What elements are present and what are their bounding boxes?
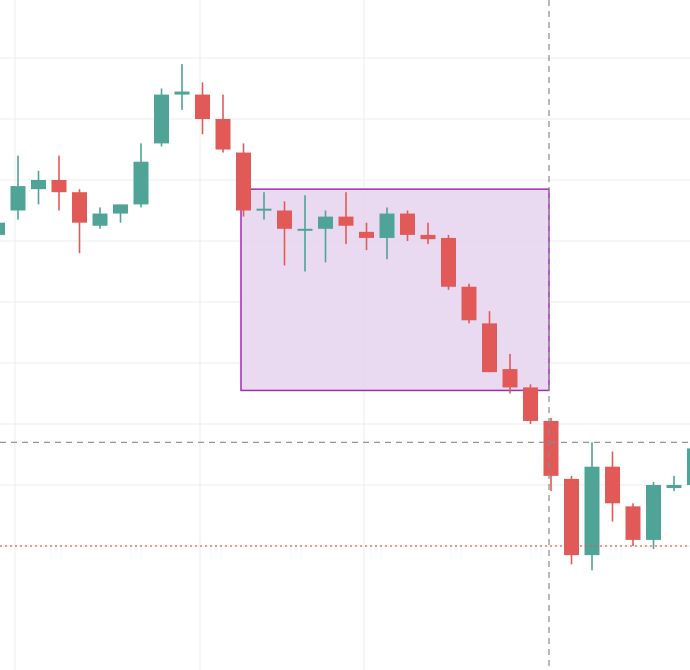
highlight-rectangle — [240, 188, 550, 392]
candle — [502, 353, 518, 394]
candle-body — [420, 234, 436, 240]
candle-body — [297, 228, 313, 231]
candle — [133, 143, 149, 208]
candle-body — [666, 485, 682, 489]
candle-body — [318, 216, 333, 229]
candle — [72, 189, 87, 254]
candle — [0, 222, 5, 235]
annotations — [240, 188, 550, 392]
candle — [31, 170, 46, 205]
candle — [687, 448, 690, 485]
candle — [400, 210, 415, 241]
candle — [338, 192, 354, 245]
candle-body — [543, 420, 559, 476]
candle-body — [154, 94, 169, 144]
candle — [154, 88, 169, 147]
candle-body — [625, 506, 641, 540]
candle — [482, 311, 497, 373]
candle — [605, 451, 620, 522]
candle-body — [400, 213, 415, 235]
candles — [0, 64, 690, 571]
candle-body — [338, 216, 354, 226]
candle — [564, 475, 579, 565]
candle-body — [687, 448, 690, 485]
candle — [318, 210, 333, 263]
candle-body — [215, 119, 231, 150]
candle-body — [277, 210, 292, 229]
candle-body — [133, 161, 149, 205]
candle — [297, 195, 313, 272]
candle-body — [523, 387, 538, 421]
candle — [277, 201, 292, 266]
candle-body — [379, 213, 395, 238]
candle — [625, 503, 641, 546]
candle-body — [359, 231, 374, 238]
candle-body — [441, 237, 456, 287]
candle — [195, 82, 210, 135]
candle-body — [482, 323, 497, 373]
candle-body — [0, 222, 5, 235]
candle — [523, 384, 538, 424]
candle — [236, 143, 251, 217]
candle — [461, 283, 477, 324]
candle-body — [461, 286, 477, 321]
candle-body — [236, 152, 251, 211]
candle — [420, 222, 436, 245]
candle-body — [195, 94, 210, 119]
candle — [441, 234, 456, 290]
candle — [666, 475, 682, 492]
candle — [543, 417, 559, 492]
candle-body — [584, 466, 600, 556]
candle-body — [31, 180, 46, 190]
candle — [92, 207, 108, 229]
candle-body — [564, 478, 579, 556]
candle — [10, 155, 26, 220]
candle-body — [10, 186, 26, 211]
candle — [646, 481, 661, 550]
candle — [584, 442, 600, 571]
candle — [215, 94, 231, 153]
candle-body — [256, 208, 272, 211]
candle-body — [646, 485, 661, 540]
candle-body — [502, 369, 518, 388]
candle — [256, 192, 272, 220]
candle — [113, 204, 128, 223]
candle-body — [72, 192, 87, 223]
candle-body — [51, 180, 67, 193]
candle — [379, 207, 395, 260]
candle — [174, 64, 190, 110]
candle-body — [174, 91, 190, 95]
candle — [51, 155, 67, 211]
candle — [359, 222, 374, 251]
candle-body — [605, 466, 620, 504]
candle-body — [92, 213, 108, 226]
candle-body — [113, 204, 128, 214]
